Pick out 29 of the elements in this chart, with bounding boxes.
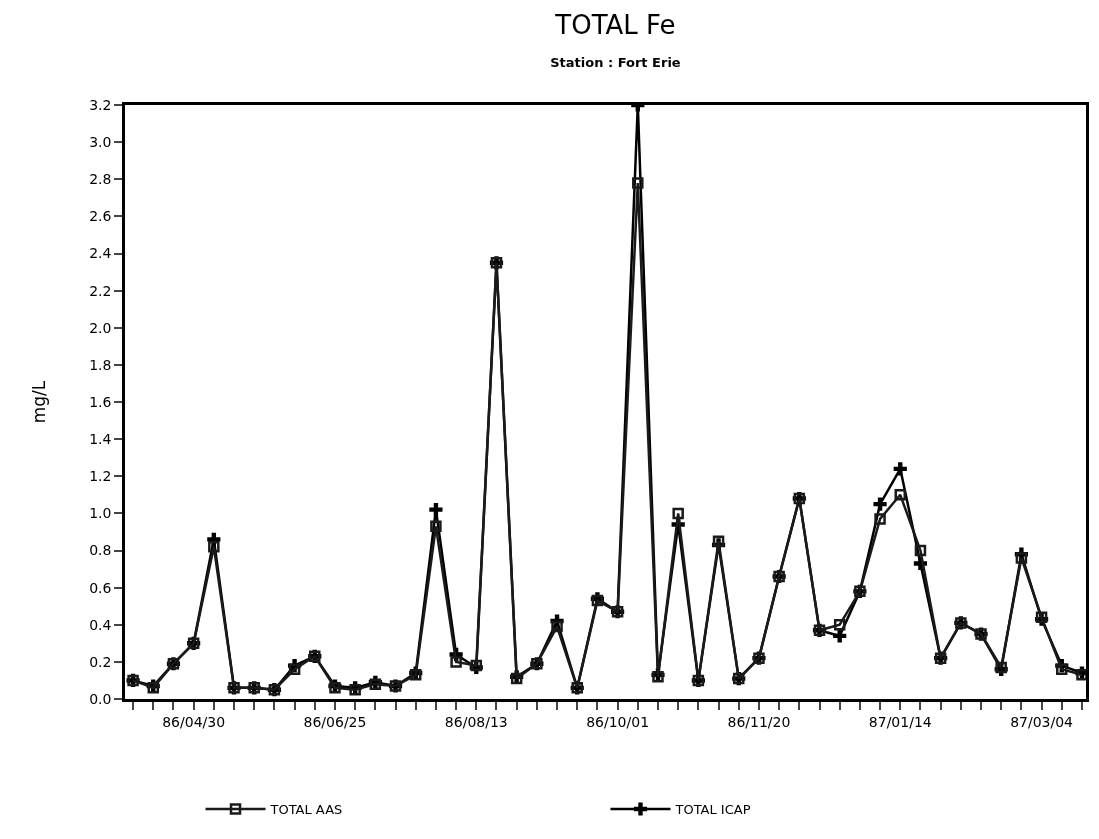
x-tick-label: 87/01/14	[868, 713, 932, 730]
x-tick-label: 86/11/20	[727, 713, 791, 730]
x-tick-label: 86/08/13	[444, 713, 508, 730]
y-tick-label: 2.8	[89, 171, 112, 188]
x-tick-label: 86/06/25	[303, 713, 367, 730]
chart-subtitle: Station : Fort Erie	[550, 55, 681, 71]
y-tick-label: 2.0	[89, 319, 112, 336]
x-tick-label: 86/10/01	[586, 713, 650, 730]
y-tick-label: 2.2	[89, 282, 112, 299]
chart-title: TOTAL Fe	[554, 9, 676, 40]
x-tick-label: 86/04/30	[162, 713, 226, 730]
y-tick-label: 0.2	[89, 653, 112, 670]
y-axis-title: mg/L	[28, 380, 49, 424]
y-tick-label: 1.6	[89, 393, 112, 410]
y-tick-label: 0.6	[89, 579, 112, 596]
legend-label: TOTAL ICAP	[674, 802, 751, 818]
y-tick-label: 3.2	[89, 96, 112, 113]
y-tick-label: 1.0	[89, 505, 112, 522]
y-tick-label: 3.0	[89, 134, 112, 151]
y-tick-label: 1.4	[89, 431, 112, 448]
y-tick-label: 1.8	[89, 356, 112, 373]
x-tick-label: 87/03/04	[1010, 713, 1074, 730]
y-tick-label: 0.8	[89, 542, 112, 559]
y-tick-label: 1.2	[89, 468, 112, 485]
y-tick-label: 0.0	[89, 690, 112, 707]
y-tick-label: 2.6	[89, 208, 112, 225]
y-tick-label: 0.4	[89, 616, 112, 633]
y-tick-label: 2.4	[89, 245, 112, 262]
legend-label: TOTAL AAS	[269, 802, 343, 818]
